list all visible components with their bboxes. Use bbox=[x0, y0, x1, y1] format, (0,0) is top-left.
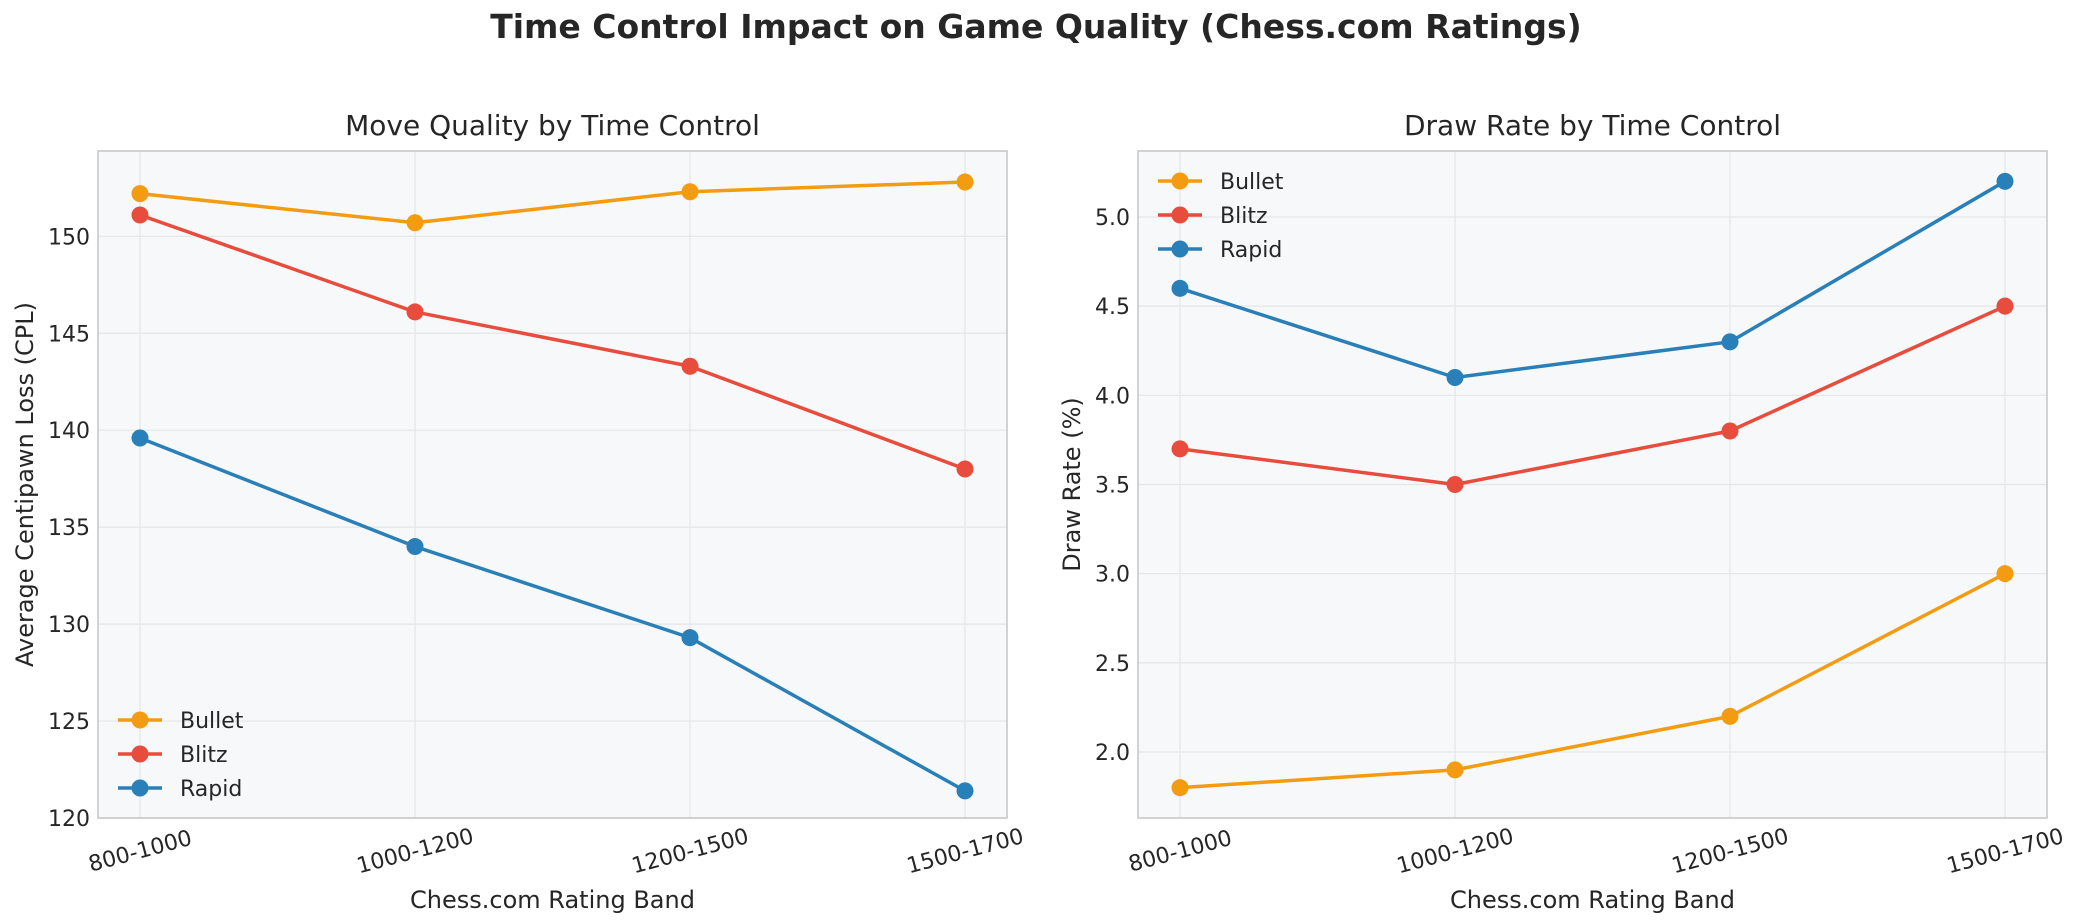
legend-marker-bullet bbox=[131, 711, 149, 729]
legend-marker-blitz bbox=[1171, 206, 1189, 224]
y-tick-label: 150 bbox=[48, 225, 90, 250]
y-tick-label: 5.0 bbox=[1095, 206, 1130, 231]
series-line-blitz bbox=[1179, 304, 2006, 487]
y-tick-label: 140 bbox=[48, 419, 90, 444]
data-point-bullet bbox=[681, 183, 699, 201]
y-tick-label: 4.0 bbox=[1095, 384, 1130, 409]
series-line-rapid bbox=[139, 436, 966, 793]
data-point-rapid bbox=[681, 629, 699, 647]
data-point-blitz bbox=[1171, 440, 1189, 458]
data-point-blitz bbox=[681, 357, 699, 375]
legend-marker-bullet bbox=[1171, 172, 1189, 190]
chart-cpl: 120 125 130 135 140 145 150 800-1000 1000-1200 12… bbox=[11, 109, 1026, 914]
series-line-bullet bbox=[1179, 572, 2006, 790]
y-tick-label: 125 bbox=[48, 710, 90, 735]
y-tick-label: 2.5 bbox=[1095, 652, 1130, 677]
legend: Bullet Blitz Rapid bbox=[118, 709, 244, 802]
legend-marker-blitz bbox=[131, 745, 149, 763]
data-point-bullet bbox=[956, 173, 974, 191]
y-tick-label: 4.5 bbox=[1095, 295, 1130, 320]
chart-draw-rate: 2.0 2.5 3.0 3.5 4.0 4.5 5.0 800-1000 1000-1200 12… bbox=[1058, 109, 2066, 914]
axes-frame bbox=[1137, 150, 2048, 819]
data-point-rapid bbox=[1446, 368, 1464, 386]
y-tick-label: 2.0 bbox=[1095, 741, 1130, 766]
chart-title: Move Quality by Time Control bbox=[345, 109, 760, 142]
data-point-blitz bbox=[1446, 476, 1464, 493]
data-point-bullet bbox=[1446, 761, 1464, 779]
data-point-bullet bbox=[1171, 779, 1189, 797]
x-tick-label: 1500-1700 bbox=[1944, 824, 2066, 879]
data-point-rapid bbox=[1171, 279, 1189, 297]
x-axis-label: Chess.com Rating Band bbox=[410, 886, 695, 914]
data-point-rapid bbox=[956, 782, 974, 800]
y-tick-label: 3.0 bbox=[1095, 563, 1130, 588]
y-tick-label: 130 bbox=[48, 613, 90, 638]
series-line-rapid bbox=[1179, 179, 2006, 380]
data-point-rapid bbox=[1721, 333, 1739, 351]
data-point-rapid bbox=[131, 429, 149, 447]
y-tick-label: 135 bbox=[48, 516, 90, 541]
legend-label-blitz: Blitz bbox=[180, 743, 228, 768]
legend-label-bullet: Bullet bbox=[180, 709, 244, 734]
y-axis-label: Average Centipawn Loss (CPL) bbox=[11, 302, 39, 667]
legend-label-blitz: Blitz bbox=[1220, 204, 1268, 229]
x-tick-label: 800-1000 bbox=[1126, 826, 1235, 878]
series-line-bullet bbox=[139, 180, 966, 225]
y-tick-label: 145 bbox=[48, 322, 90, 347]
legend: Bullet Blitz Rapid bbox=[1158, 170, 1284, 263]
legend-marker-rapid bbox=[1171, 240, 1189, 258]
data-point-blitz bbox=[406, 303, 424, 321]
plot-area bbox=[98, 151, 1007, 818]
data-point-rapid bbox=[406, 538, 424, 556]
data-point-bullet bbox=[1996, 565, 2014, 583]
x-tick-label: 1000-1200 bbox=[354, 824, 476, 879]
figure-suptitle: Time Control Impact on Game Quality (Che… bbox=[490, 7, 1582, 46]
data-point-blitz bbox=[1996, 297, 2014, 315]
y-axis-label: Draw Rate (%) bbox=[1058, 397, 1086, 572]
data-point-blitz bbox=[1721, 422, 1739, 440]
series-line-blitz bbox=[139, 213, 966, 471]
chart-title: Draw Rate by Time Control bbox=[1404, 109, 1781, 142]
legend-label-rapid: Rapid bbox=[1220, 238, 1282, 263]
legend-label-rapid: Rapid bbox=[180, 777, 242, 802]
y-tick-label: 120 bbox=[48, 807, 90, 832]
legend-label-bullet: Bullet bbox=[1220, 170, 1284, 195]
axes-frame bbox=[97, 150, 1008, 819]
x-axis-label: Chess.com Rating Band bbox=[1450, 886, 1735, 914]
x-tick-label: 1500-1700 bbox=[904, 824, 1026, 879]
legend-marker-rapid bbox=[131, 779, 149, 797]
x-tick-label: 1000-1200 bbox=[1394, 824, 1516, 879]
y-tick-label: 3.5 bbox=[1095, 474, 1130, 499]
data-point-blitz bbox=[956, 460, 974, 478]
data-point-rapid bbox=[1996, 172, 2014, 190]
x-tick-label: 800-1000 bbox=[86, 826, 195, 878]
data-point-bullet bbox=[1721, 707, 1739, 725]
data-point-bullet bbox=[406, 214, 424, 232]
data-point-blitz bbox=[131, 206, 149, 224]
x-tick-label: 1200-1500 bbox=[1669, 824, 1791, 879]
x-tick-label: 1200-1500 bbox=[629, 824, 751, 879]
data-point-bullet bbox=[131, 185, 149, 203]
